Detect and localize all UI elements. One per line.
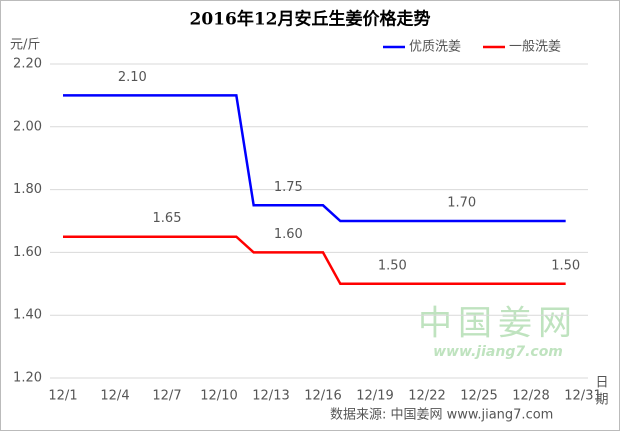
x-tick-label: 12/19	[356, 389, 393, 404]
data-label: 1.50	[551, 258, 580, 273]
data-label: 2.10	[118, 70, 147, 85]
series-line	[63, 235, 566, 286]
source-note: 数据来源: 中国姜网 www.jiang7.com	[330, 408, 553, 423]
x-tick-label: 12/1	[48, 389, 77, 404]
data-label: 1.65	[153, 211, 182, 226]
watermark-url: www.jiang7.com	[433, 344, 563, 360]
x-tick-label: 12/22	[408, 389, 445, 404]
data-label: 1.60	[274, 227, 303, 242]
x-tick-label: 12/13	[252, 389, 289, 404]
x-tick-label: 12/4	[100, 389, 129, 404]
x-tick-label: 12/10	[200, 389, 237, 404]
x-axis-label: 日期	[593, 375, 609, 409]
y-tick-label: 2.20	[13, 57, 42, 72]
y-tick-label: 1.60	[13, 245, 42, 260]
data-label: 1.70	[447, 196, 476, 211]
y-tick-label: 1.40	[13, 308, 42, 323]
x-tick-label: 12/28	[512, 389, 549, 404]
series-line	[63, 94, 566, 223]
watermark-brand: 中国姜网	[418, 304, 578, 344]
y-tick-label: 2.00	[13, 119, 42, 134]
legend-label: 一般洗姜	[509, 39, 561, 55]
legend-label: 优质洗姜	[409, 40, 461, 55]
x-tick-label: 12/25	[460, 389, 497, 404]
data-label: 1.50	[378, 258, 407, 273]
y-axis-label: 元/斤	[10, 38, 40, 53]
y-tick-label: 1.20	[13, 371, 42, 386]
y-tick-label: 1.80	[13, 182, 42, 197]
data-label: 1.75	[274, 180, 303, 195]
x-tick-label: 12/16	[304, 389, 341, 404]
chart-title: 2016年12月安丘生姜价格走势	[190, 9, 431, 30]
x-tick-label: 12/7	[152, 389, 181, 404]
x-tick-label: 12/31	[564, 389, 601, 404]
